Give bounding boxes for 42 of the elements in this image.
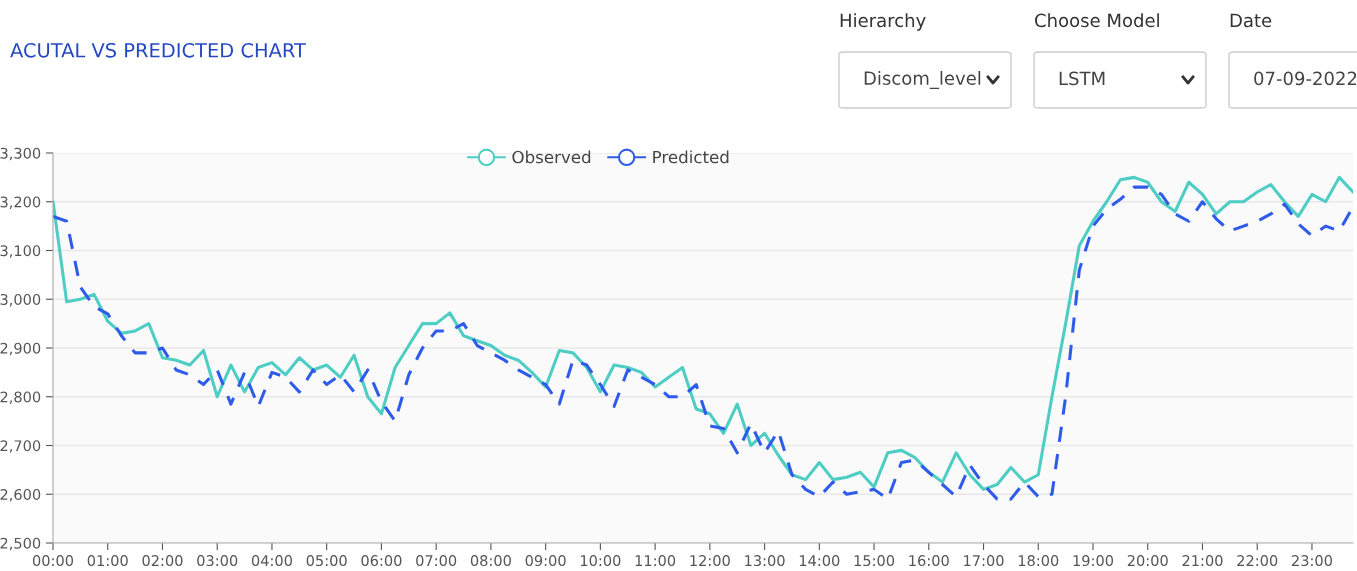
x-tick-label: 07:00 [416,555,457,567]
text: Date [1230,13,1272,28]
y-tick-label: 3,300 [0,147,41,161]
x-tick-label: 05:00 [306,555,347,567]
x-tick-label: 16:00 [909,555,949,567]
y-tick-label: 3,100 [0,245,41,258]
chart-title: ACUTAL VS PREDICTED CHART [10,42,306,58]
text: 07-09-2022 [1254,71,1357,86]
y-tick-label: 2,900 [0,342,41,356]
x-tick-label: 21:00 [1182,555,1223,567]
x-tick-label: 04:00 [251,555,292,567]
x-tick-label: 22:00 [1237,555,1278,567]
text: LSTM [1059,71,1105,86]
x-tick-label: 15:00 [854,555,895,567]
x-tick-label: 08:00 [470,555,511,567]
x-tick-label: 12:00 [690,555,730,567]
x-tick-label: 19:00 [1073,555,1114,567]
y-tick-label: 3,200 [0,196,41,209]
legend-label: Observed [512,150,591,164]
x-tick-label: 20:00 [1127,555,1168,567]
x-tick-label: 03:00 [197,555,238,567]
text: Discom_level [864,71,981,89]
x-tick-label: 09:00 [525,555,566,567]
y-tick-label: 2,700 [0,440,41,453]
y-tick-label: 2,500 [0,537,41,551]
text: Choose Model [1035,13,1159,28]
x-tick-label: 13:00 [745,555,785,567]
x-tick-label: 01:00 [87,555,128,567]
x-tick-label: 17:00 [964,555,1004,567]
x-tick-label: 14:00 [799,555,840,567]
y-tick-label: 2,600 [0,488,41,502]
x-tick-label: 02:00 [142,555,183,567]
x-tick-label: 10:00 [580,555,621,567]
x-tick-label: 23:00 [1292,555,1332,567]
legend-label: Predicted [653,150,729,164]
y-tick-label: 3,000 [0,293,41,307]
y-tick-label: 2,800 [0,391,41,404]
x-tick-label: 06:00 [361,555,402,567]
text: Hierarchy [840,13,926,31]
x-tick-label: 11:00 [635,555,676,567]
x-tick-label: 00:00 [32,555,74,567]
x-tick-label: 18:00 [1018,555,1059,567]
